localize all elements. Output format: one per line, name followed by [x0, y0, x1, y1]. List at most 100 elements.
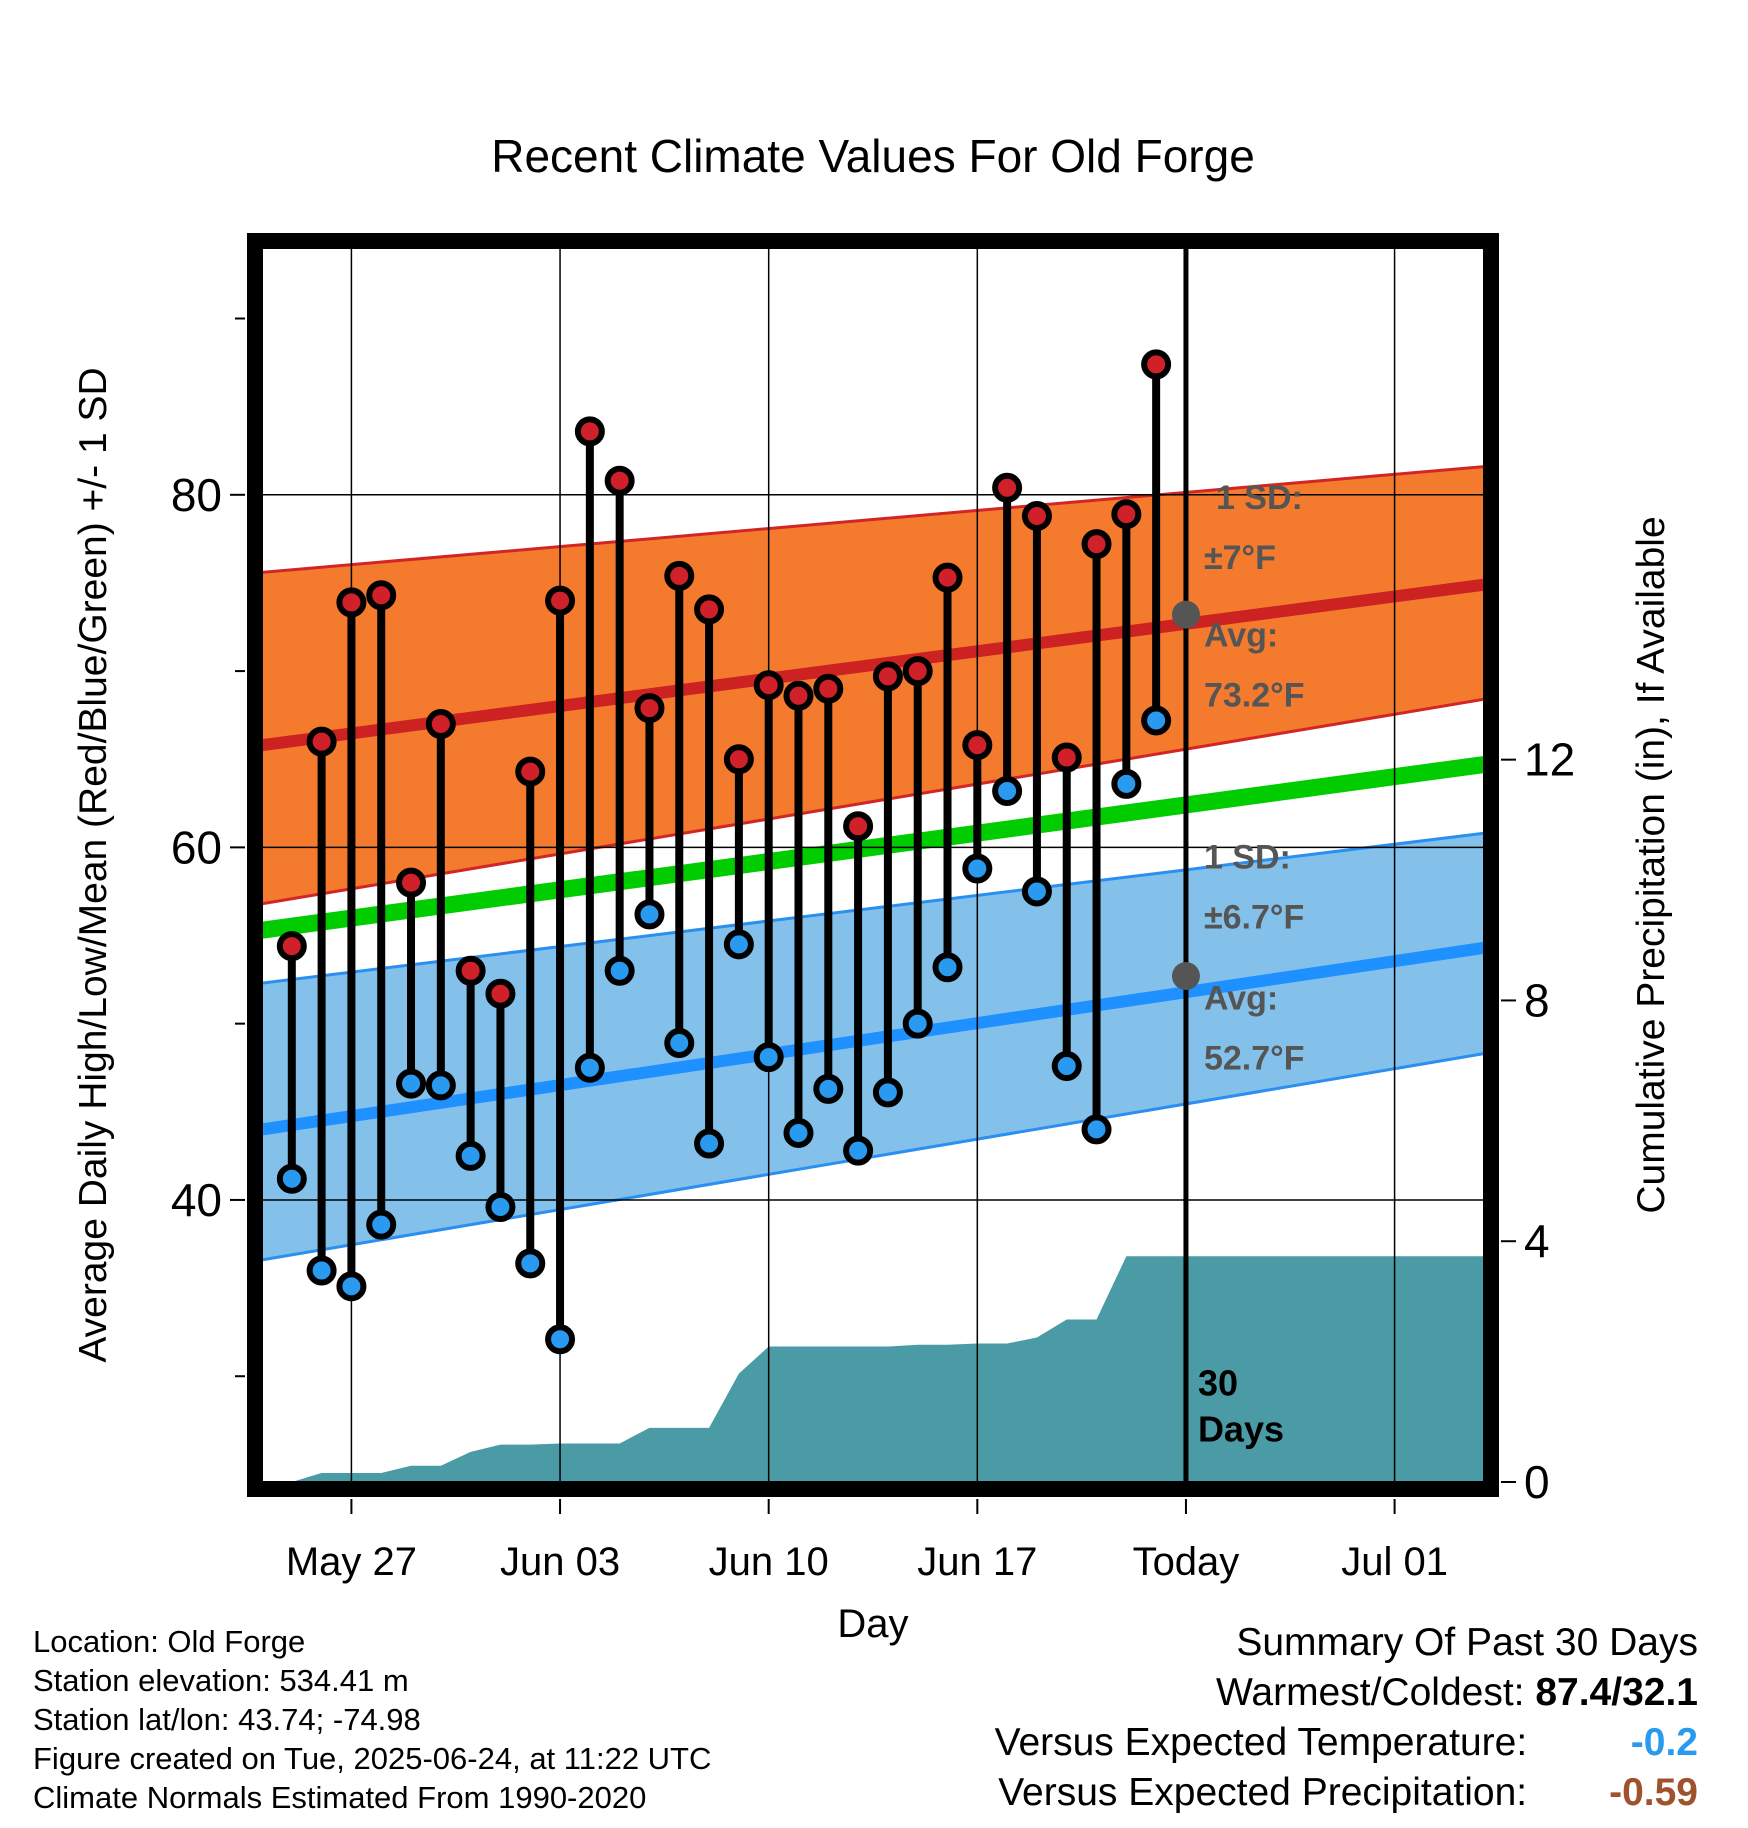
low-sd-band — [262, 833, 1484, 1260]
daily-low-point — [694, 1128, 725, 1159]
summary-warm-cold: Warmest/Coldest: 87.4/32.1 — [995, 1668, 1698, 1718]
daily-high-point — [366, 580, 397, 611]
low-avg-marker — [1171, 962, 1200, 991]
daily-high-point — [545, 585, 576, 616]
daily-high-point — [753, 670, 784, 701]
x-tick-label-jun-10: Jun 10 — [709, 1540, 829, 1584]
station-info: Location: Old Forge Station elevation: 5… — [33, 1622, 711, 1817]
y-tick-label-60: 60 — [171, 821, 222, 873]
days-label-2: Days — [1198, 1408, 1284, 1449]
location-text: Location: Old Forge — [33, 1624, 306, 1659]
daily-high-point — [932, 562, 963, 593]
daily-high-point — [992, 472, 1023, 503]
daily-high-point — [843, 811, 874, 842]
x-axis-label: Day — [837, 1602, 908, 1646]
daily-high-point — [694, 594, 725, 625]
daily-low-point — [574, 1052, 605, 1083]
summary-precip: Versus Expected Precipitation: -0.59 — [995, 1768, 1698, 1818]
daily-high-point — [902, 656, 933, 687]
temp-label: Versus Expected Temperature: — [994, 1721, 1528, 1764]
high-avg-marker — [1171, 600, 1200, 629]
daily-low-point — [872, 1077, 903, 1108]
plot-frame — [247, 233, 1499, 1497]
normals-text: Climate Normals Estimated From 1990-2020 — [33, 1780, 647, 1815]
chart-title: Recent Climate Values For Old Forge — [491, 130, 1255, 182]
warm-cold-label: Warmest/Coldest: — [1216, 1671, 1525, 1714]
high-lower-line — [262, 697, 1484, 906]
precip-value: -0.59 — [1609, 1771, 1698, 1814]
elevation-text: Station elevation: 534.41 m — [33, 1663, 409, 1698]
daily-low-point — [932, 952, 963, 983]
x-tick-label-jun-17: Jun 17 — [917, 1540, 1037, 1584]
daily-low-point — [485, 1191, 516, 1222]
daily-high-point — [425, 708, 456, 739]
precip-label: Versus Expected Precipitation: — [998, 1771, 1528, 1814]
high-normal-line — [262, 578, 1484, 752]
daily-high-point — [813, 673, 844, 704]
daily-low-point — [604, 955, 635, 986]
summary-panel: Summary Of Past 30 Days Warmest/Coldest:… — [995, 1618, 1698, 1818]
daily-high-point — [962, 730, 993, 761]
daily-low-point — [813, 1073, 844, 1104]
daily-high-point — [574, 416, 605, 447]
y-tick-label-40: 40 — [171, 1174, 222, 1226]
daily-high-point — [455, 955, 486, 986]
plot-area: 1 SD: ±7°F Avg: 73.2°F 1 SD: ±6.7°F Avg: 52.7°F… — [262, 248, 1484, 1482]
high-avg-label-1: Avg: — [1204, 616, 1278, 654]
created-text: Figure created on Tue, 2025-06-24, at 11… — [33, 1741, 712, 1776]
daily-low-point — [1051, 1050, 1082, 1081]
daily-low-point — [1021, 876, 1052, 907]
daily-low-point — [992, 775, 1023, 806]
precip-area — [262, 1256, 1484, 1482]
daily-high-point — [1081, 529, 1112, 560]
daily-high-point — [1051, 742, 1082, 773]
daily-low-point — [425, 1070, 456, 1101]
x-tick-label-jun-03: Jun 03 — [500, 1540, 620, 1584]
high-sd-label-1: 1 SD: — [1216, 479, 1303, 517]
daily-low-point — [783, 1117, 814, 1148]
daily-low-point — [336, 1271, 367, 1302]
daily-low-point — [306, 1255, 337, 1286]
y2-tick-label-12: 12 — [1524, 734, 1575, 786]
high-sd-band — [262, 466, 1484, 904]
y2-axis-label: Cumulative Precipitation (in), If Availa… — [1630, 516, 1673, 1213]
daily-high-point — [276, 931, 307, 962]
y2-tick-label-0: 0 — [1524, 1456, 1550, 1508]
daily-high-point — [664, 560, 695, 591]
daily-low-point — [634, 899, 665, 930]
daily-high-point — [872, 661, 903, 692]
daily-high-point — [634, 693, 665, 724]
low-sd-label-1: 1 SD: — [1204, 839, 1291, 877]
high-avg-label-2: 73.2°F — [1204, 676, 1305, 714]
daily-high-point — [783, 680, 814, 711]
daily-high-point — [515, 756, 546, 787]
daily-low-point — [1141, 705, 1172, 736]
daily-high-point — [1021, 500, 1052, 531]
daily-high-point — [396, 867, 427, 898]
y-tick-label-80: 80 — [171, 469, 222, 521]
daily-high-point — [1111, 499, 1142, 530]
high-sd-label-2: ±7°F — [1204, 539, 1276, 577]
daily-low-point — [723, 929, 754, 960]
daily-high-point — [723, 744, 754, 775]
daily-low-point — [1111, 768, 1142, 799]
daily-low-point — [843, 1135, 874, 1166]
daily-low-point — [366, 1209, 397, 1240]
warm-cold-value: 87.4/32.1 — [1535, 1671, 1698, 1714]
daily-low-point — [276, 1163, 307, 1194]
daily-low-point — [396, 1068, 427, 1099]
daily-low-point — [455, 1140, 486, 1171]
high-upper-line — [262, 465, 1484, 574]
daily-low-point — [753, 1042, 784, 1073]
daily-low-point — [664, 1028, 695, 1059]
daily-high-point — [336, 587, 367, 618]
low-sd-label-2: ±6.7°F — [1204, 898, 1304, 936]
low-avg-label-1: Avg: — [1204, 980, 1278, 1018]
low-avg-label-2: 52.7°F — [1204, 1039, 1305, 1077]
low-lower-line — [262, 1052, 1484, 1262]
x-tick-label-today: Today — [1133, 1540, 1240, 1584]
low-normal-line — [262, 941, 1484, 1136]
x-tick-label-jul-01: Jul 01 — [1341, 1540, 1448, 1584]
y-axis-label: Average Daily High/Low/Mean (Red/Blue/Gr… — [72, 367, 115, 1362]
